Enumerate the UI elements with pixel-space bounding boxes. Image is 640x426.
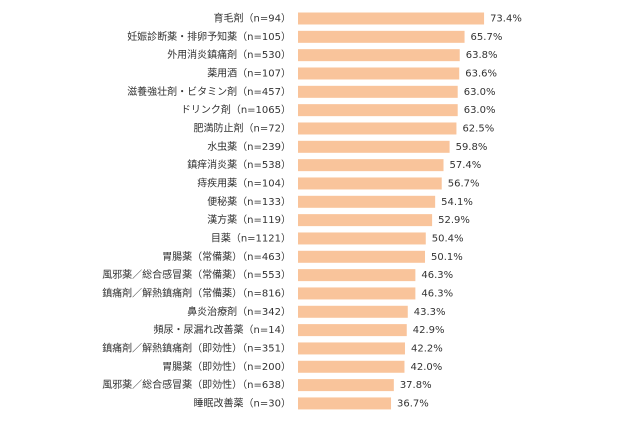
category-label: 風邪薬／総合感冒薬（即効性）（n=638） xyxy=(102,378,291,391)
category-label: 胃腸薬（即効性）（n=200） xyxy=(162,360,291,373)
category-label: ドリンク剤（n=1065） xyxy=(181,103,291,116)
category-label: 頻尿・尿漏れ改善薬（n=14） xyxy=(154,323,291,336)
category-label: 鼻炎治療剤（n=342） xyxy=(187,305,291,318)
category-label: 鎮痛剤／解熱鎮痛剤（即効性）（n=351） xyxy=(102,341,291,354)
category-label: 目薬（n=1121） xyxy=(211,232,291,244)
category-label: 便秘薬（n=133） xyxy=(207,195,291,208)
bar xyxy=(298,379,394,392)
category-label: 薬用酒（n=107） xyxy=(207,67,291,79)
bar xyxy=(298,232,426,245)
category-label: 水虫薬（n=239） xyxy=(207,141,291,153)
bar xyxy=(298,30,465,43)
category-label: 漢方薬（n=119） xyxy=(207,213,291,226)
bar xyxy=(298,324,407,337)
category-label: 鎮痛剤／解熱鎮痛剤（常備薬）（n=816） xyxy=(102,286,291,299)
bar xyxy=(298,85,458,98)
value-label: 63.0% xyxy=(464,105,496,116)
bar xyxy=(298,122,457,135)
bar xyxy=(298,250,426,263)
category-label: 胃腸薬（常備薬）（n=463） xyxy=(162,250,291,263)
bar xyxy=(298,360,405,373)
bar xyxy=(298,104,458,117)
category-label: 外用消炎鎮痛剤（n=530） xyxy=(167,48,291,61)
bar xyxy=(298,287,416,300)
value-label: 50.1% xyxy=(431,252,463,263)
value-label: 73.4% xyxy=(490,14,522,25)
bar xyxy=(298,214,433,227)
value-label: 37.8% xyxy=(400,380,432,391)
bar xyxy=(298,397,392,410)
category-label: 肥満防止剤（n=72） xyxy=(194,121,291,134)
value-label: 59.8% xyxy=(456,142,488,153)
value-label: 57.4% xyxy=(450,160,482,171)
value-label: 42.2% xyxy=(411,343,443,354)
value-label: 36.7% xyxy=(397,398,429,409)
value-label: 42.0% xyxy=(410,362,442,373)
bar xyxy=(298,67,460,80)
value-label: 63.0% xyxy=(464,87,496,98)
category-label: 痔疾用薬（n=104） xyxy=(197,176,291,189)
value-label: 50.4% xyxy=(432,233,464,244)
category-label: 睡眠改善薬（n=30） xyxy=(194,396,291,409)
value-label: 42.9% xyxy=(413,325,445,336)
bar xyxy=(298,195,436,208)
value-label: 46.3% xyxy=(421,288,453,299)
value-label: 54.1% xyxy=(441,197,473,208)
value-label: 46.3% xyxy=(421,270,453,281)
value-label: 43.3% xyxy=(414,307,446,318)
value-label: 63.8% xyxy=(466,50,498,61)
bar xyxy=(298,140,450,153)
category-label: 育毛剤（n=94） xyxy=(214,12,291,25)
category-label: 滋養強壮剤・ビタミン剤（n=457） xyxy=(127,85,291,98)
category-label: 鎮痒消炎薬（n=538） xyxy=(187,158,291,171)
category-label: 妊娠診断薬・排卵予知薬（n=105） xyxy=(127,30,291,43)
value-label: 52.9% xyxy=(438,215,470,226)
value-label: 63.6% xyxy=(465,68,497,79)
value-label: 65.7% xyxy=(471,32,503,43)
bar xyxy=(298,12,485,25)
bar xyxy=(298,342,405,355)
bar xyxy=(298,305,408,318)
bar xyxy=(298,269,416,282)
bar xyxy=(298,159,444,172)
category-label: 風邪薬／総合感冒薬（常備薬）（n=553） xyxy=(102,268,291,281)
value-label: 56.7% xyxy=(448,178,480,189)
bar xyxy=(298,177,442,190)
bar xyxy=(298,49,460,62)
value-label: 62.5% xyxy=(462,123,494,134)
